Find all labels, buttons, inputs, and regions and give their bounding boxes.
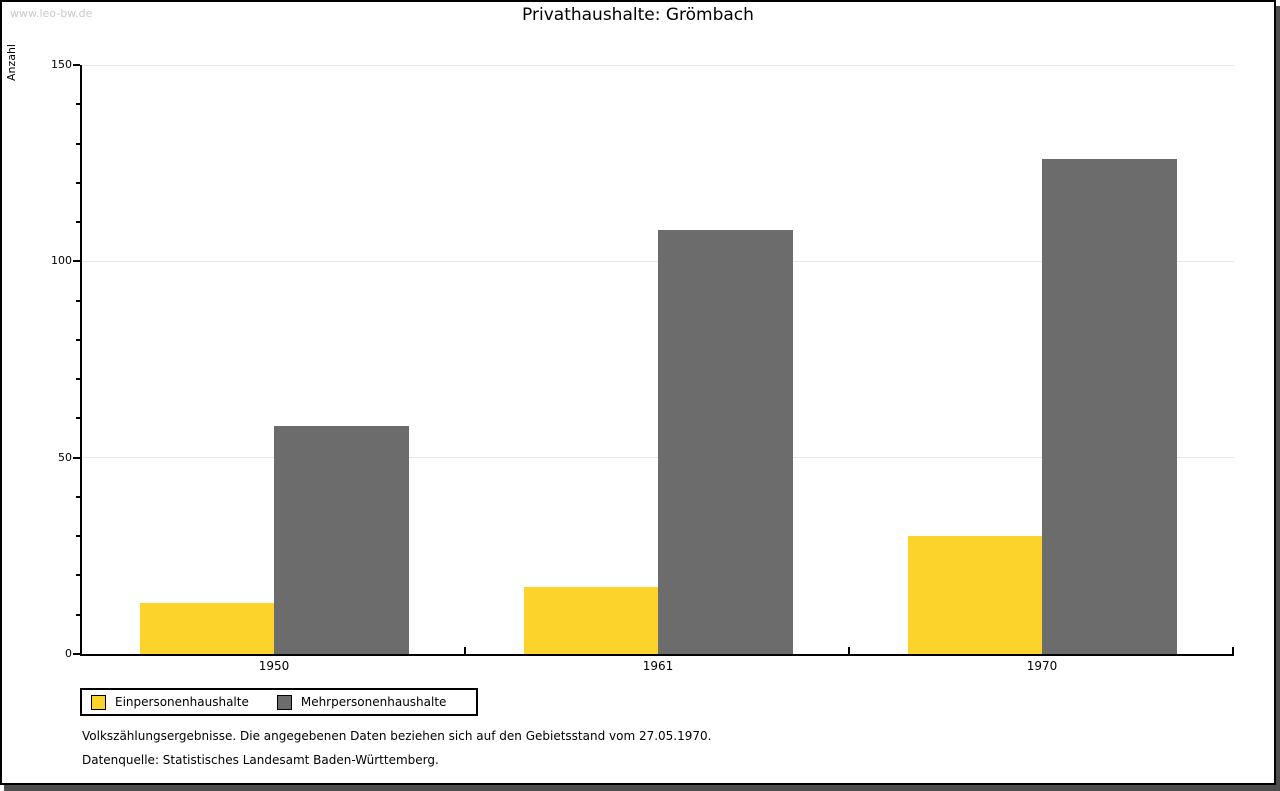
watermark-text: www.leo-bw.de <box>10 7 93 20</box>
chart-title: Privathaushalte: Grömbach <box>522 5 754 25</box>
bar-1950-einpersonen <box>140 602 274 654</box>
y-axis-minor-tick <box>76 221 80 224</box>
bar-1970-mehrpersonen <box>1042 159 1177 654</box>
y-axis-minor-tick <box>76 142 80 145</box>
y-axis-minor-tick <box>76 103 80 106</box>
x-axis-boundary-tick <box>848 647 850 654</box>
y-axis-label: Anzahl <box>5 44 18 82</box>
x-axis-boundary-tick <box>464 647 466 654</box>
y-axis-major-tick <box>73 653 80 655</box>
y-axis-minor-tick <box>76 181 80 184</box>
legend-swatch-gray <box>276 694 292 710</box>
y-axis-minor-tick <box>76 574 80 577</box>
legend-label: Einpersonenhaushalte <box>115 695 249 709</box>
x-category-label: 1961 <box>642 659 674 673</box>
x-category-label: 1950 <box>258 659 290 673</box>
y-axis-minor-tick <box>76 417 80 420</box>
footnote-source: Datenquelle: Statistisches Landesamt Bad… <box>82 753 439 767</box>
y-axis-minor-tick <box>76 338 80 341</box>
y-axis-minor-tick <box>76 495 80 498</box>
plot-area: 0 50 100 150 1950 1961 1970 <box>51 58 1234 673</box>
y-axis-major-tick <box>73 64 80 66</box>
bar-1961-einpersonen <box>524 587 658 654</box>
y-axis-minor-tick <box>76 535 80 538</box>
x-category-label: 1970 <box>1026 659 1058 673</box>
y-tick-label: 50 <box>58 450 72 464</box>
y-tick-label: 100 <box>51 254 72 268</box>
x-axis-boundary-tick <box>1232 647 1234 654</box>
y-tick-label: 0 <box>65 647 72 660</box>
bar-1970-einpersonen <box>908 536 1042 654</box>
y-axis-minor-tick <box>76 378 80 381</box>
footnote-census: Volkszählungsergebnisse. Die angegebenen… <box>82 729 712 743</box>
legend-swatch-yellow <box>91 694 106 710</box>
bar-1961-mehrpersonen <box>658 229 793 654</box>
bar-1950-mehrpersonen <box>274 426 409 654</box>
legend-item-einpersonenhaushalte: Einpersonenhaushalte <box>91 694 249 710</box>
y-axis-major-tick <box>73 260 80 263</box>
legend: Einpersonenhaushalte Mehrpersonenhaushal… <box>80 688 478 716</box>
y-axis-minor-tick <box>76 299 80 302</box>
gridline-150 <box>82 64 1234 66</box>
y-axis-major-tick <box>73 456 80 459</box>
legend-item-mehrpersonenhaushalte: Mehrpersonenhaushalte <box>276 694 447 710</box>
legend-label: Mehrpersonenhaushalte <box>300 695 447 709</box>
y-axis-minor-tick <box>76 613 80 616</box>
y-tick-label: 150 <box>51 58 72 71</box>
